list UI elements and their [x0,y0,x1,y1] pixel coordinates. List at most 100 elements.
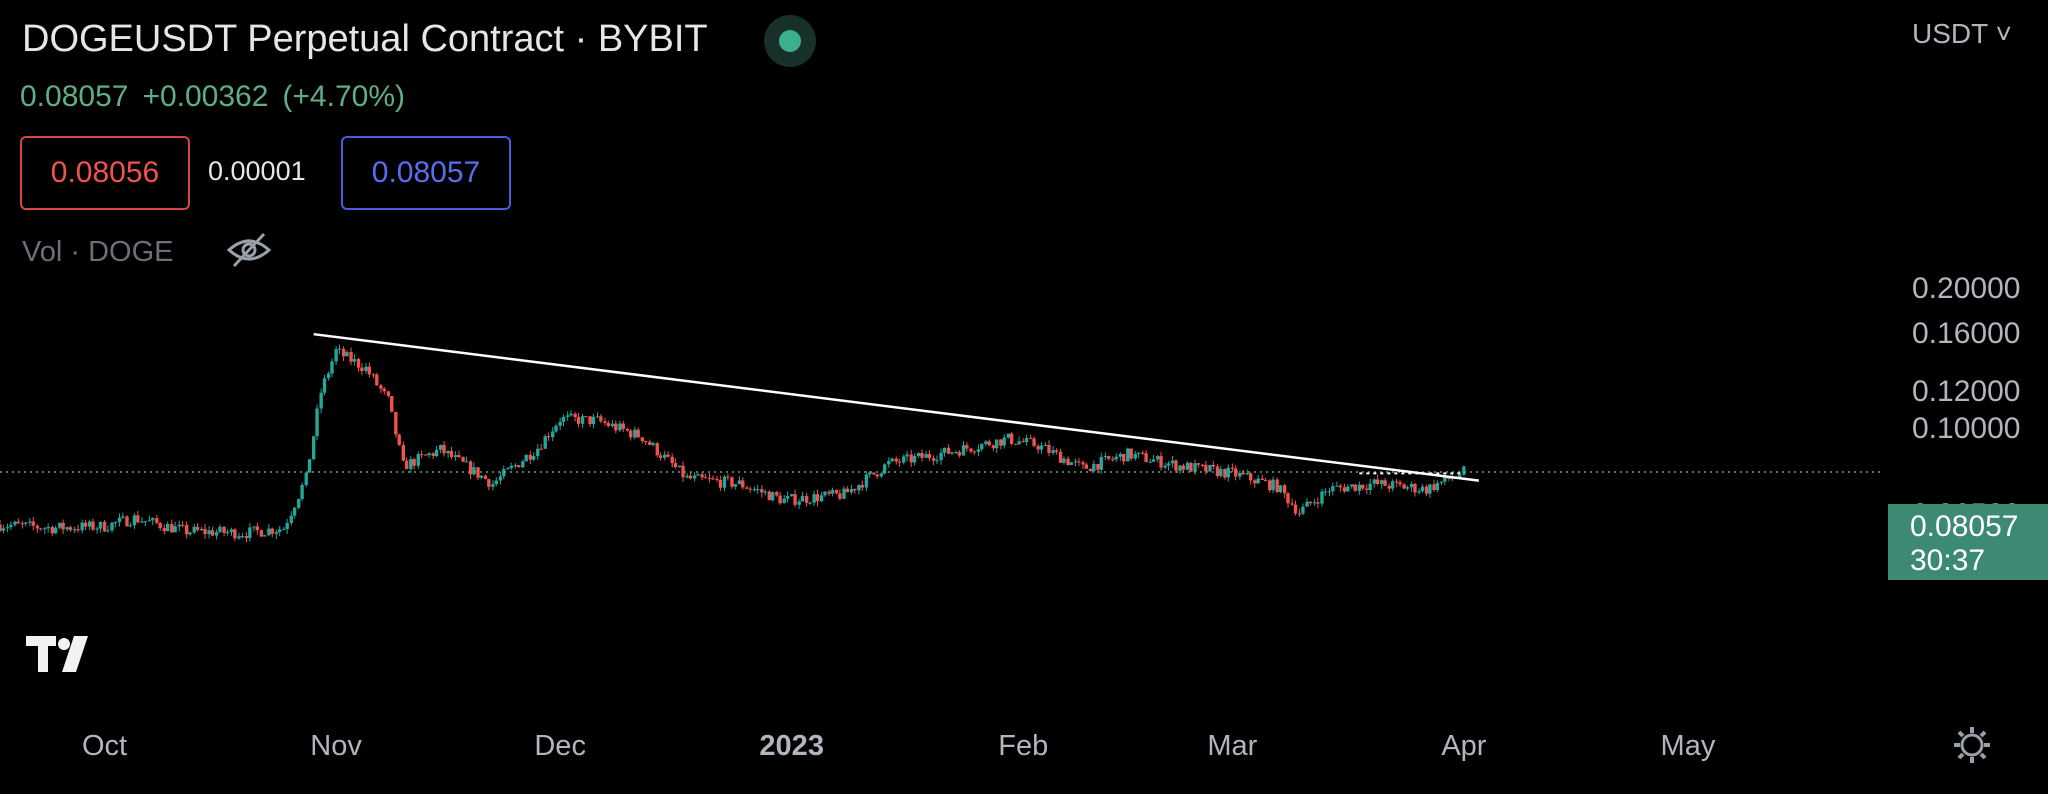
candle-body [334,349,338,362]
symbol-title[interactable]: DOGEUSDT Perpetual Contract · BYBIT [22,18,708,60]
candle-body [558,421,562,426]
candle [1245,469,1249,476]
candle-body [827,491,831,494]
candle-body [819,495,824,502]
candle [453,451,458,461]
candle-body [1,528,6,531]
candle-body [569,413,573,416]
candle [1439,481,1444,486]
candle [1114,453,1118,462]
candle [1069,461,1074,466]
candle [43,526,47,534]
sell-button[interactable]: 0.08056 [20,136,190,210]
candle [390,396,394,413]
candle-body [1331,486,1335,492]
candle [916,452,921,459]
candle-body [1096,463,1100,470]
candle [125,515,129,527]
candle-body [214,532,219,536]
candle-body [0,524,2,531]
candle [1282,483,1287,499]
y-tick-label: 0.12000 [1912,374,2021,408]
candle-body [584,416,588,418]
gear-icon[interactable] [1952,725,1992,765]
candle [185,521,189,539]
candle [584,415,588,418]
candle [954,450,958,455]
candle [969,448,973,454]
candle-body [28,521,32,523]
candle-body [853,488,857,491]
candle-body [367,366,372,375]
candle-body [330,361,334,374]
candle-body [1155,456,1160,460]
candle-body [875,474,879,477]
candle [28,518,32,526]
candle [1200,464,1205,468]
candle-body [808,502,812,504]
candle [950,451,954,456]
candle-body [1118,453,1123,457]
candle-body [976,449,981,452]
x-tick-label: Mar [1207,730,1258,762]
candle-body [770,492,775,501]
candle-body [1305,501,1309,507]
candle-body [401,444,405,461]
candle [905,450,909,462]
candle-body [442,444,446,454]
candle [58,522,62,530]
candle-body [65,527,69,530]
eye-off-icon[interactable] [226,230,272,270]
candle [860,480,864,492]
candle-body [1122,453,1126,462]
candle-body [20,523,25,525]
x-tick-label: May [1660,730,1716,762]
candle-body [872,472,876,475]
candle-body [375,374,379,386]
candle-body [1413,483,1417,493]
candle-body [939,452,943,461]
candle-body [461,457,465,462]
candle-body [218,526,222,533]
candle-body [1062,458,1066,463]
price-chart[interactable] [0,0,1880,794]
candle-body [292,507,297,516]
volume-indicator-label[interactable]: Vol · DOGE [22,236,174,268]
candle [98,521,103,533]
candle-body [1230,467,1235,469]
candle-body [1103,456,1108,458]
candle [536,444,540,461]
candle-body [1268,480,1272,491]
candle [509,462,513,471]
candle-body [237,536,241,539]
candle [752,486,757,492]
candle-body [606,422,611,427]
candle-body [233,529,237,539]
trendline[interactable] [313,332,1479,482]
candle [1107,455,1111,461]
candle-body [1424,486,1429,494]
candle [233,527,237,542]
candle [1368,478,1372,495]
candle-body [1219,468,1223,477]
candle [419,450,424,459]
candle-body [267,528,271,536]
candle [364,363,368,374]
candle [1204,460,1208,475]
buy-button[interactable]: 0.08057 [341,136,511,210]
candle-body [1051,450,1055,454]
candle [864,471,869,492]
currency-selector[interactable]: USDT ˅ [1912,18,2012,49]
candle-body [476,467,480,478]
candle-body [834,489,839,494]
candle-body [536,448,540,457]
candle-body [31,521,35,526]
candle [1320,489,1324,507]
candle [517,464,521,468]
candle-body [222,526,226,533]
candle-body [842,488,846,499]
candle-body [857,485,861,491]
candle-body [1253,480,1257,484]
candle-body [894,458,898,462]
candle-body [756,489,760,491]
